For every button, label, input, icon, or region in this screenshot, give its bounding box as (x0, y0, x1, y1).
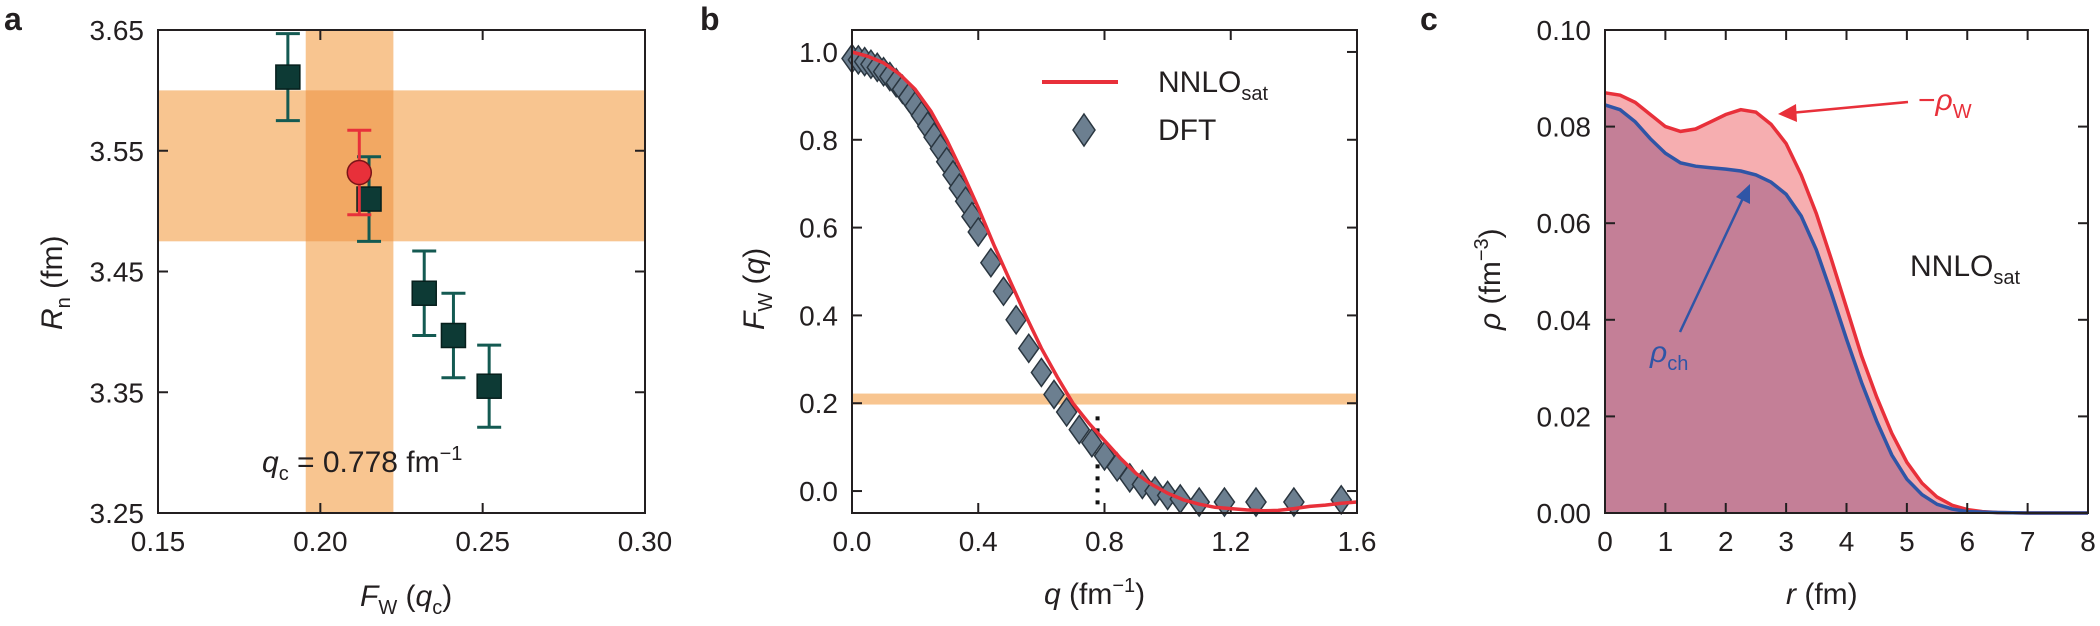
panel-c-ytick-label: 0.10 (1537, 15, 1592, 46)
uncertainty-bands (158, 30, 645, 513)
panel-b-xtick-label: 0.8 (1085, 526, 1124, 557)
data-point-square (275, 64, 301, 90)
panel-b-xtick-label: 1.2 (1211, 526, 1250, 557)
panel-c-xtick-label: 6 (1959, 526, 1975, 557)
panel-a: a 0.15 0.20 0.25 0.30 3.25 3.35 3.45 3.55 3.65 q… (4, 1, 672, 619)
panel-a-ytick-label: 3.45 (90, 257, 145, 288)
panel-c-xtick-label: 3 (1778, 526, 1794, 557)
dft-point (1282, 486, 1305, 518)
data-point-square (411, 280, 437, 306)
panel-c-ytick-label: 0.04 (1537, 305, 1592, 336)
rho-w-arrowhead (1778, 104, 1797, 122)
panel-c-ylabel: ρ (fm−3) (1471, 228, 1507, 331)
dft-point (1017, 333, 1040, 364)
dft-point (979, 247, 1002, 279)
dft-point (1005, 304, 1028, 336)
fw-band-rect (852, 393, 1357, 405)
panel-b-ylabel: FW (q) (738, 248, 777, 330)
data-point-square (356, 186, 382, 212)
panel-c-xtick-label: 1 (1658, 526, 1674, 557)
panel-b-letter: b (700, 1, 720, 37)
dft-point (1330, 484, 1353, 516)
dft-point (1188, 486, 1211, 518)
panel-c-xlabel: r (fm) (1786, 578, 1858, 611)
panel-a-ylabel: Rn (fm) (36, 236, 75, 330)
panel-b-xtick-label: 0.4 (959, 526, 998, 557)
dft-point (992, 275, 1015, 307)
panel-b-ytick-label: 0.2 (799, 388, 838, 419)
panel-c-xtick-label: 5 (1899, 526, 1915, 557)
panel-a-ytick-label: 3.25 (90, 498, 145, 529)
panel-a-letter: a (4, 1, 22, 37)
rho-ch-area (1605, 104, 2088, 514)
rn-band (158, 90, 645, 242)
panel-c-xtick-label: 7 (2020, 526, 2036, 557)
panel-c-ticks: 0 1 2 3 4 5 6 7 8 0.00 0.02 0.04 0.06 0.08 0.10 (1537, 15, 2096, 557)
panel-c-letter: c (1420, 1, 1438, 37)
rho-ch-label: ρch (1649, 336, 1688, 375)
dft-point (1055, 396, 1078, 428)
panel-a-xtick-label: 0.20 (293, 526, 348, 557)
panel-a-ytick-label: 3.35 (90, 377, 145, 408)
panel-b-xtick-label: 0.0 (833, 526, 872, 557)
fw-band (852, 393, 1357, 405)
panel-c-xtick-label: 8 (2080, 526, 2096, 557)
panel-b-ytick-label: 0.0 (799, 476, 838, 507)
legend: NNLOsat DFT (1042, 66, 1268, 148)
panel-b-xlabel: q (fm−1) (1044, 575, 1145, 611)
panel-a-ytick-label: 3.55 (90, 136, 145, 167)
rho-ch-arrow (1678, 195, 1746, 333)
panel-c-ytick-label: 0.08 (1537, 112, 1592, 143)
panel-b: b 0.0 0.4 0.8 1.2 1.6 0.0 0.2 0.4 0.6 0.8 1.0 NNLO… (700, 1, 1376, 611)
panel-c-frame (1604, 29, 2089, 514)
panel-b-ytick-label: 0.8 (799, 125, 838, 156)
panel-b-ytick-label: 0.6 (799, 213, 838, 244)
legend-diamond-swatch (1072, 112, 1096, 148)
panel-b-ytick-label: 0.4 (799, 300, 838, 331)
nnlo-line (851, 50, 1358, 513)
rho-ch-line (1604, 103, 2088, 515)
panel-b-ticks: 0.0 0.4 0.8 1.2 1.6 0.0 0.2 0.4 0.6 0.8 1.0 (799, 30, 1376, 557)
panel-c-ytick-label: 0.00 (1537, 498, 1592, 529)
panel-a-points (275, 32, 502, 429)
annotation-arrows (1678, 100, 1909, 333)
nnlo-label: NNLOsat (1910, 250, 2020, 289)
panel-a-frame (157, 29, 646, 514)
panel-c-xtick-label: 4 (1839, 526, 1855, 557)
legend-dft-label: DFT (1158, 114, 1216, 147)
panel-c-series (1604, 91, 2088, 515)
rho-w-arrow (1789, 100, 1909, 115)
legend-nnlo-label: NNLOsat (1158, 66, 1268, 105)
panel-b-ytick-label: 1.0 (799, 37, 838, 68)
panel-a-ytick-label: 3.65 (90, 15, 145, 46)
panel-a-xtick-label: 0.15 (131, 526, 186, 557)
data-point-square (440, 322, 467, 349)
qc-annotation: qc = 0.778 fm−1 (262, 443, 462, 485)
data-point-square (476, 373, 502, 399)
panel-b-xtick-label: 1.6 (1338, 526, 1377, 557)
dft-point (1043, 379, 1065, 410)
panel-c-ytick-label: 0.02 (1537, 401, 1592, 432)
dft-point (1068, 414, 1091, 445)
panel-b-frame (851, 29, 1358, 514)
dft-point (1030, 357, 1053, 388)
data-point-circle (346, 159, 373, 186)
panel-b-series (841, 43, 1358, 518)
panel-a-xtick-label: 0.25 (455, 526, 510, 557)
panel-a-xlabel: FW (qc) (360, 580, 452, 619)
panel-c: c 0 1 2 3 4 5 6 7 8 0.00 0.02 0.04 0.06 0.08 0.10 NNLO… (1420, 1, 2096, 611)
panel-c-ytick-label: 0.06 (1537, 208, 1592, 239)
panel-c-xtick-label: 0 (1597, 526, 1613, 557)
rho-ch-arrowhead (1736, 184, 1750, 204)
dft-point (1080, 427, 1103, 459)
panel-a-xtick-label: 0.30 (618, 526, 673, 557)
rho-w-label: −ρW (1918, 84, 1972, 123)
panel-c-xtick-label: 2 (1718, 526, 1734, 557)
